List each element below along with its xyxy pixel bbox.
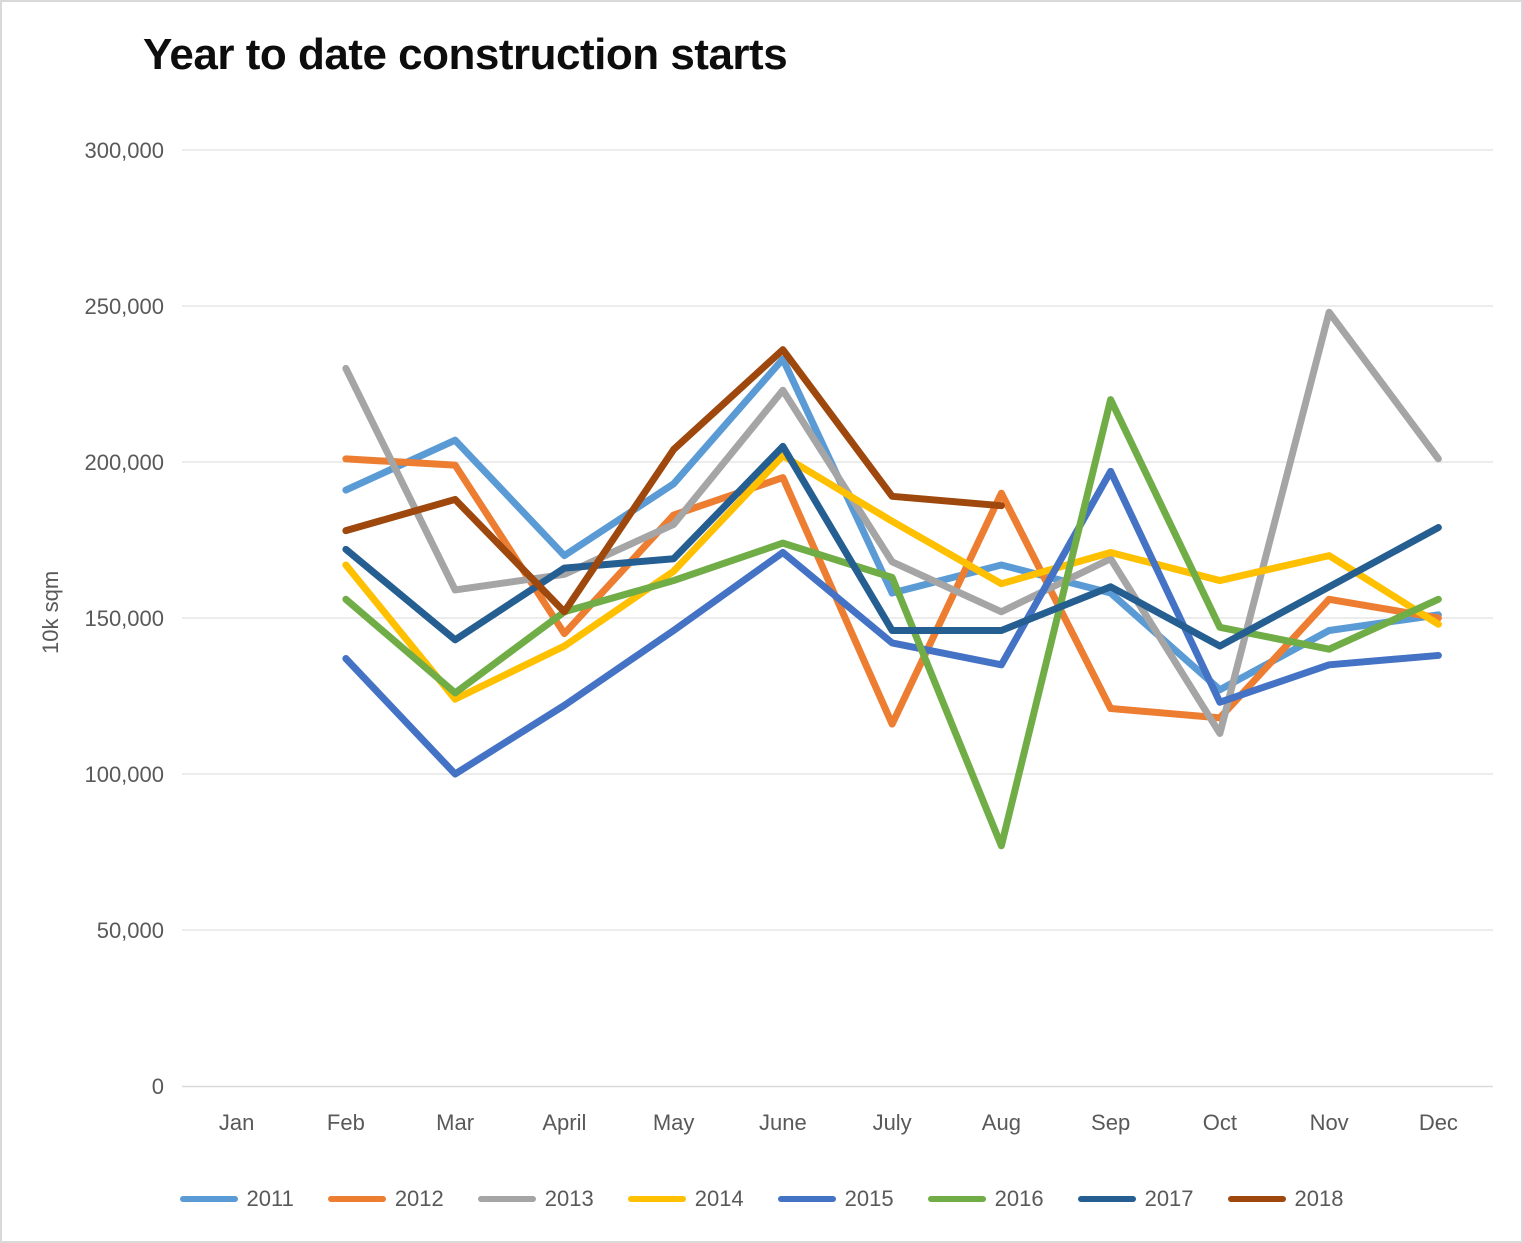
legend-label-2018: 2018 — [1294, 1186, 1344, 1211]
legend-label-2017: 2017 — [1144, 1186, 1194, 1211]
legend-item-2016: 2016 — [927, 1186, 1044, 1212]
x-tick-label: Jan — [219, 1110, 254, 1135]
series-line-2015 — [342, 467, 1442, 778]
y-tick-label: 50,000 — [97, 918, 164, 943]
legend-label-2011: 2011 — [246, 1186, 294, 1211]
legend-label-2013: 2013 — [544, 1186, 594, 1211]
legend-swatch-2015 — [777, 1196, 836, 1202]
legend-item-2017: 2017 — [1077, 1186, 1194, 1212]
x-tick-label: April — [542, 1110, 586, 1135]
x-tick-label: Nov — [1310, 1110, 1349, 1135]
x-tick-label: May — [653, 1110, 695, 1135]
series-line-2014 — [342, 452, 1442, 703]
series-line-2013 — [342, 308, 1442, 737]
legend-swatch-2013 — [477, 1196, 536, 1202]
y-tick-label: 150,000 — [84, 606, 164, 631]
x-tick-label: Mar — [436, 1110, 474, 1135]
legend-swatch-2016 — [927, 1196, 986, 1202]
y-tick-label: 250,000 — [84, 294, 164, 319]
legend-item-2012: 2012 — [327, 1186, 444, 1212]
legend-swatch-2011 — [179, 1196, 238, 1202]
series-line-2016 — [342, 396, 1442, 850]
x-tick-label: Aug — [982, 1110, 1021, 1135]
legend: 2011 2012 2013 2014 2015 2016 2017 2018 — [2, 1186, 1521, 1212]
legend-swatch-2017 — [1077, 1196, 1136, 1202]
legend-label-2014: 2014 — [694, 1186, 744, 1211]
legend-item-2011: 2011 — [179, 1186, 294, 1212]
x-tick-label: Oct — [1203, 1110, 1237, 1135]
legend-label-2012: 2012 — [394, 1186, 444, 1211]
series-line-2017 — [342, 442, 1442, 650]
legend-swatch-2014 — [627, 1196, 686, 1202]
legend-label-2015: 2015 — [844, 1186, 894, 1211]
series-line-2018 — [342, 346, 1005, 616]
legend-label-2016: 2016 — [994, 1186, 1044, 1211]
series-line-2011 — [342, 355, 1442, 694]
x-tick-label: June — [759, 1110, 807, 1135]
legend-item-2014: 2014 — [627, 1186, 744, 1212]
legend-item-2018: 2018 — [1227, 1186, 1344, 1212]
legend-swatch-2012 — [327, 1196, 386, 1202]
legend-swatch-2018 — [1227, 1196, 1286, 1202]
x-tick-label: Dec — [1419, 1110, 1458, 1135]
y-tick-label: 100,000 — [84, 762, 164, 787]
y-tick-label: 0 — [152, 1074, 164, 1099]
x-tick-label: July — [873, 1110, 912, 1135]
x-tick-label: Feb — [327, 1110, 365, 1135]
y-tick-label: 300,000 — [84, 138, 164, 163]
legend-item-2013: 2013 — [477, 1186, 594, 1212]
legend-item-2015: 2015 — [777, 1186, 894, 1212]
y-tick-label: 200,000 — [84, 450, 164, 475]
chart-title: Year to date construction starts — [143, 30, 788, 79]
x-tick-label: Sep — [1091, 1110, 1130, 1135]
